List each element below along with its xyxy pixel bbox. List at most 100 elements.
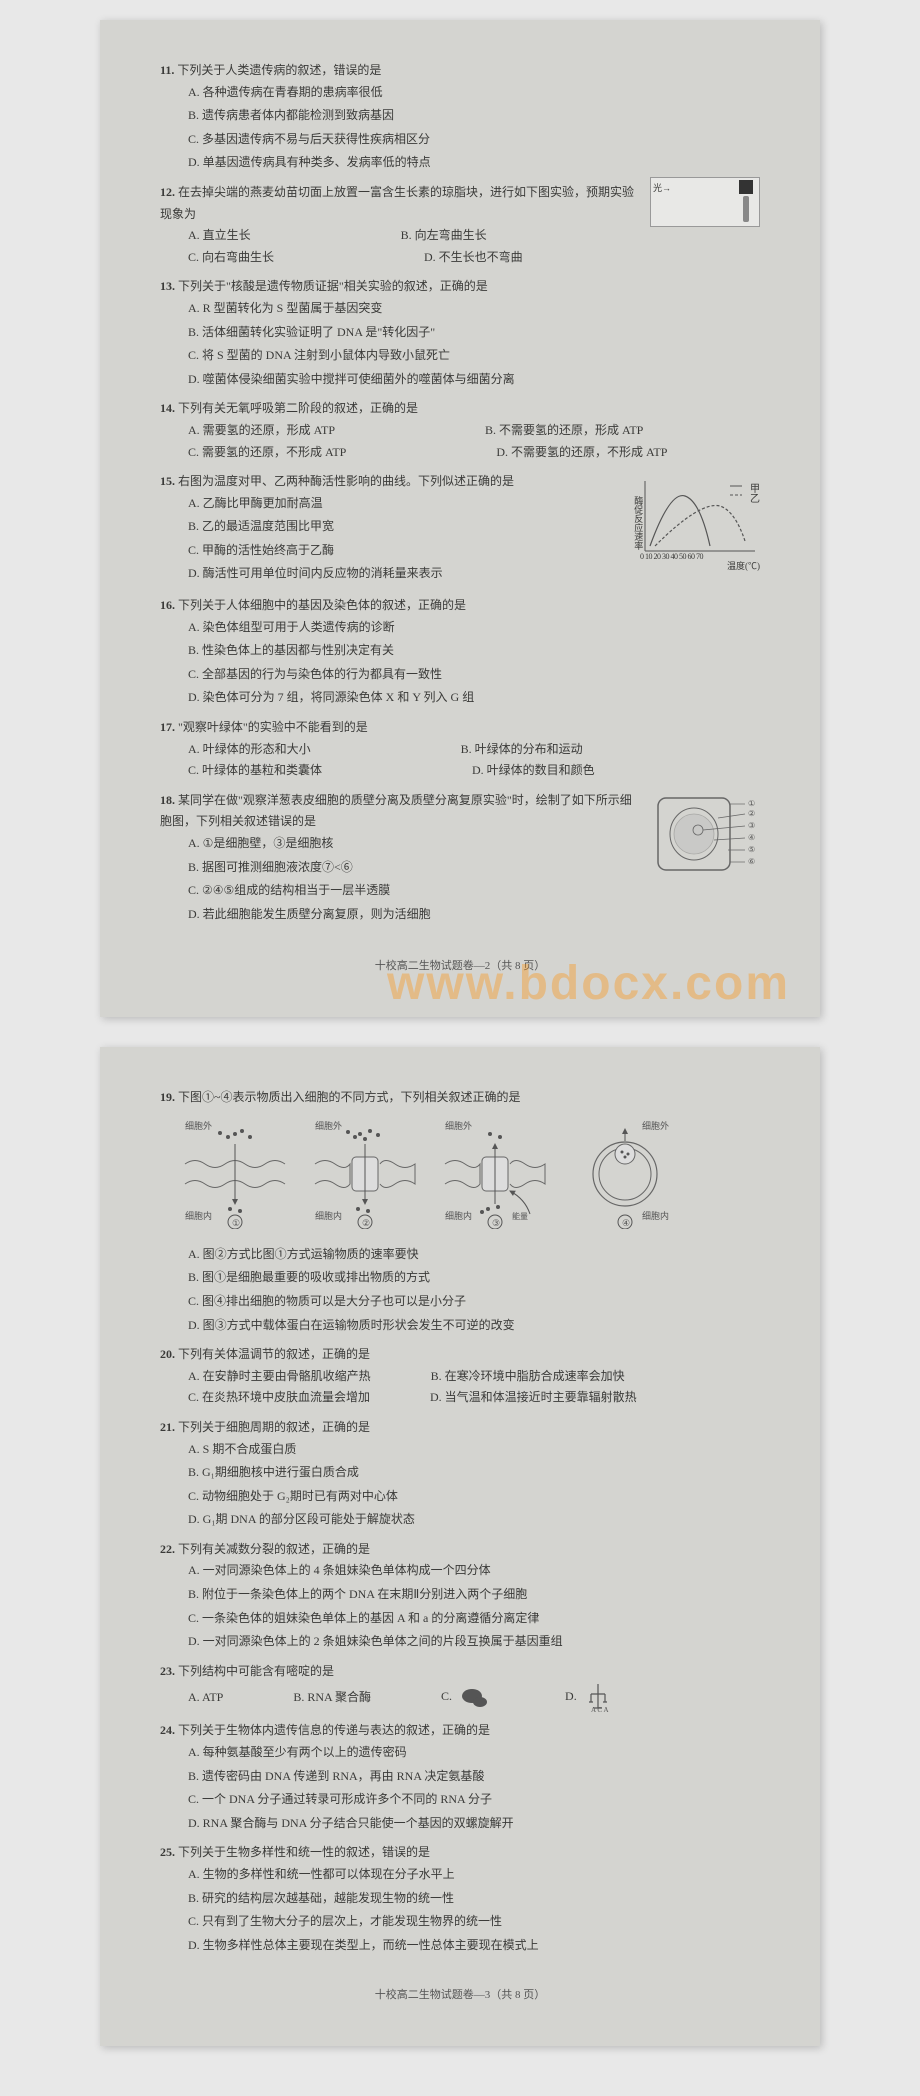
q25-num: 25. bbox=[160, 1845, 175, 1859]
question-25: 25. 下列关于生物多样性和统一性的叙述，错误的是 A. 生物的多样性和统一性都… bbox=[160, 1842, 760, 1956]
question-21: 21. 下列关于细胞周期的叙述，正确的是 A. S 期不合成蛋白质 B. G₁期… bbox=[160, 1417, 760, 1531]
q15-legend-b: 乙 bbox=[750, 491, 760, 509]
membrane-3-svg: 细胞外 细胞内 能量 ③ bbox=[440, 1119, 550, 1229]
q22-opt-c: C. 一条染色体的姐妹染色单体上的基因 A 和 a 的分离遵循分离定律 bbox=[188, 1608, 760, 1630]
q23-opt-d: D. A C A bbox=[565, 1682, 616, 1712]
q15-chart: 甲 乙 酶促反应速率 0 10 20 30 40 50 60 70 温度(℃) bbox=[630, 471, 760, 566]
q25-opt-a: A. 生物的多样性和统一性都可以体现在分子水平上 bbox=[188, 1864, 760, 1886]
q23-stem: 下列结构中可能含有嘧啶的是 bbox=[178, 1664, 334, 1678]
q17-stem: "观察叶绿体"的实验中不能看到的是 bbox=[178, 720, 368, 734]
q16-opt-c: C. 全部基因的行为与染色体的行为都具有一致性 bbox=[188, 664, 760, 686]
transport-diagram-4: 细胞外 细胞内 ④ bbox=[570, 1119, 680, 1229]
q23-opt-c: C. bbox=[441, 1686, 495, 1708]
q13-opt-b: B. 活体细菌转化实验证明了 DNA 是"转化因子" bbox=[188, 322, 760, 344]
q18-cell-diagram: ① ② ③ ④ ⑤ ⑥ bbox=[650, 790, 760, 880]
question-20: 20. 下列有关体温调节的叙述，正确的是 A. 在安静时主要由骨骼肌收缩产热 B… bbox=[160, 1344, 760, 1409]
question-18: ① ② ③ ④ ⑤ ⑥ 18. 某同学在做"观察洋葱表皮细胞的质壁分离及质壁分离… bbox=[160, 790, 760, 928]
transport-diagram-1: 细胞外 细胞内 ① bbox=[180, 1119, 290, 1229]
question-15: 甲 乙 酶促反应速率 0 10 20 30 40 50 60 70 温度(℃) … bbox=[160, 471, 760, 587]
svg-text:④: ④ bbox=[622, 1218, 630, 1228]
plasmolysis-cell-svg: ① ② ③ ④ ⑤ ⑥ bbox=[650, 790, 760, 880]
exam-page-2: 19. 下图①~④表示物质出入细胞的不同方式，下列相关叙述正确的是 细胞外 细胞… bbox=[100, 1047, 820, 2046]
question-13: 13. 下列关于"核酸是遗传物质证据"相关实验的叙述，正确的是 A. R 型菌转… bbox=[160, 276, 760, 390]
q19-num: 19. bbox=[160, 1090, 175, 1104]
svg-text:细胞内: 细胞内 bbox=[315, 1210, 342, 1221]
q14-num: 14. bbox=[160, 401, 175, 415]
question-14: 14. 下列有关无氧呼吸第二阶段的叙述，正确的是 A. 需要氢的还原，形成 AT… bbox=[160, 398, 760, 463]
svg-text:A C A: A C A bbox=[591, 1706, 609, 1712]
q21-opt-a: A. S 期不合成蛋白质 bbox=[188, 1439, 760, 1461]
q11-num: 11. bbox=[160, 63, 174, 77]
q15-xticks: 0 10 20 30 40 50 60 70 bbox=[640, 550, 703, 564]
q20-opt-b: B. 在寒冷环境中脂肪合成速率会加快 bbox=[431, 1366, 625, 1388]
q16-num: 16. bbox=[160, 598, 175, 612]
q14-stem: 下列有关无氧呼吸第二阶段的叙述，正确的是 bbox=[178, 401, 418, 415]
q23-num: 23. bbox=[160, 1664, 175, 1678]
q11-stem: 下列关于人类遗传病的叙述，错误的是 bbox=[177, 63, 381, 77]
q13-num: 13. bbox=[160, 279, 175, 293]
question-19: 19. 下图①~④表示物质出入细胞的不同方式，下列相关叙述正确的是 细胞外 细胞… bbox=[160, 1087, 760, 1336]
q19-opt-d: D. 图③方式中载体蛋白在运输物质时形状会发生不可逆的改变 bbox=[188, 1315, 760, 1337]
q11-opt-b: B. 遗传病患者体内都能检测到致病基因 bbox=[188, 105, 760, 127]
q20-opt-c: C. 在炎热环境中皮肤血流量会增加 bbox=[188, 1387, 370, 1409]
trna-icon: A C A bbox=[583, 1682, 613, 1712]
transport-diagram-3: 细胞外 细胞内 能量 ③ bbox=[440, 1119, 550, 1229]
q24-opt-b: B. 遗传密码由 DNA 传递到 RNA，再由 RNA 决定氨基酸 bbox=[188, 1766, 760, 1788]
exam-page-1: 11. 下列关于人类遗传病的叙述，错误的是 A. 各种遗传病在青春期的患病率很低… bbox=[100, 20, 820, 1017]
svg-text:细胞内: 细胞内 bbox=[642, 1210, 669, 1221]
q14-opt-b: B. 不需要氢的还原，形成 ATP bbox=[485, 420, 643, 442]
q24-stem: 下列关于生物体内遗传信息的传递与表达的叙述，正确的是 bbox=[178, 1723, 490, 1737]
svg-text:细胞外: 细胞外 bbox=[445, 1120, 472, 1131]
q20-opt-d: D. 当气温和体温接近时主要靠辐射散热 bbox=[430, 1387, 637, 1409]
q25-opt-c: C. 只有到了生物大分子的层次上，才能发现生物界的统一性 bbox=[188, 1911, 760, 1933]
q17-num: 17. bbox=[160, 720, 175, 734]
q13-opt-d: D. 噬菌体侵染细菌实验中搅拌可使细菌外的噬菌体与细菌分离 bbox=[188, 369, 760, 391]
question-11: 11. 下列关于人类遗传病的叙述，错误的是 A. 各种遗传病在青春期的患病率很低… bbox=[160, 60, 760, 174]
q15-num: 15. bbox=[160, 474, 175, 488]
q24-opt-a: A. 每种氨基酸至少有两个以上的遗传密码 bbox=[188, 1742, 760, 1764]
svg-text:②: ② bbox=[748, 809, 755, 818]
svg-text:⑥: ⑥ bbox=[748, 857, 755, 866]
q14-opt-c: C. 需要氢的还原，不形成 ATP bbox=[188, 442, 346, 464]
q19-opt-a: A. 图②方式比图①方式运输物质的速率要快 bbox=[188, 1244, 760, 1266]
q13-opt-a: A. R 型菌转化为 S 型菌属于基因突变 bbox=[188, 298, 760, 320]
question-24: 24. 下列关于生物体内遗传信息的传递与表达的叙述，正确的是 A. 每种氨基酸至… bbox=[160, 1720, 760, 1834]
q12-num: 12. bbox=[160, 185, 175, 199]
svg-text:②: ② bbox=[362, 1218, 370, 1228]
q12-diagram: 光→ bbox=[650, 177, 760, 227]
page2-footer: 十校高二生物试题卷—3（共 8 页） bbox=[160, 1986, 760, 2006]
q19-stem: 下图①~④表示物质出入细胞的不同方式，下列相关叙述正确的是 bbox=[178, 1090, 521, 1104]
question-23: 23. 下列结构中可能含有嘧啶的是 A. ATP B. RNA 聚合酶 C. D… bbox=[160, 1661, 760, 1713]
q24-num: 24. bbox=[160, 1723, 175, 1737]
watermark-1: www.bdocx.com bbox=[387, 941, 790, 1027]
q13-opt-c: C. 将 S 型菌的 DNA 注射到小鼠体内导致小鼠死亡 bbox=[188, 345, 760, 367]
membrane-4-svg: 细胞外 细胞内 ④ bbox=[570, 1119, 680, 1229]
q17-opt-b: B. 叶绿体的分布和运动 bbox=[461, 739, 583, 761]
q22-opt-d: D. 一对同源染色体上的 2 条姐妹染色单体之间的片段互换属于基因重组 bbox=[188, 1631, 760, 1653]
svg-text:③: ③ bbox=[748, 821, 755, 830]
q15-ylabel: 酶促反应速率 bbox=[630, 496, 646, 550]
q21-opt-b: B. G₁期细胞核中进行蛋白质合成 bbox=[188, 1462, 760, 1484]
q20-num: 20. bbox=[160, 1347, 175, 1361]
q11-opt-d: D. 单基因遗传病具有种类多、发病率低的特点 bbox=[188, 152, 760, 174]
q25-opt-d: D. 生物多样性总体主要现在类型上，而统一性总体主要现在模式上 bbox=[188, 1935, 760, 1957]
svg-text:细胞外: 细胞外 bbox=[185, 1120, 212, 1131]
q22-num: 22. bbox=[160, 1542, 175, 1556]
q12-opt-c: C. 向右弯曲生长 bbox=[188, 247, 274, 269]
q12-opt-b: B. 向左弯曲生长 bbox=[401, 225, 487, 247]
svg-text:④: ④ bbox=[748, 833, 755, 842]
q16-opt-a: A. 染色体组型可用于人类遗传病的诊断 bbox=[188, 617, 760, 639]
svg-text:细胞内: 细胞内 bbox=[185, 1210, 212, 1221]
q25-stem: 下列关于生物多样性和统一性的叙述，错误的是 bbox=[178, 1845, 430, 1859]
q13-stem: 下列关于"核酸是遗传物质证据"相关实验的叙述，正确的是 bbox=[178, 279, 488, 293]
q18-stem: 某同学在做"观察洋葱表皮细胞的质壁分离及质壁分离复原实验"时，绘制了如下所示细胞… bbox=[160, 793, 632, 829]
q23-opt-a: A. ATP bbox=[188, 1687, 223, 1709]
q14-opt-a: A. 需要氢的还原，形成 ATP bbox=[188, 420, 335, 442]
q21-opt-c: C. 动物细胞处于 G₂期时已有两对中心体 bbox=[188, 1486, 760, 1508]
svg-text:①: ① bbox=[232, 1218, 240, 1228]
question-16: 16. 下列关于人体细胞中的基因及染色体的叙述，正确的是 A. 染色体组型可用于… bbox=[160, 595, 760, 709]
q17-opt-c: C. 叶绿体的基粒和类囊体 bbox=[188, 760, 322, 782]
q22-opt-b: B. 附位于一条染色体上的两个 DNA 在末期Ⅱ分别进入两个子细胞 bbox=[188, 1584, 760, 1606]
q24-opt-d: D. RNA 聚合酶与 DNA 分子结合只能使一个基因的双螺旋解开 bbox=[188, 1813, 760, 1835]
membrane-2-svg: 细胞外 细胞内 ② bbox=[310, 1119, 420, 1229]
